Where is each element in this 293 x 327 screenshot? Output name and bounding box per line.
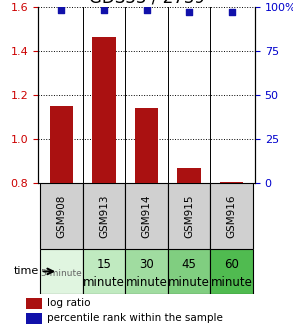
Bar [210, 249, 253, 294]
Bar [168, 249, 210, 294]
Text: minute: minute [83, 276, 125, 289]
Text: GSM916: GSM916 [226, 194, 236, 238]
Point [59, 8, 64, 13]
Bar [40, 249, 83, 294]
Point [229, 9, 234, 14]
Bar [125, 183, 168, 249]
Text: GSM915: GSM915 [184, 194, 194, 238]
Bar [135, 108, 158, 183]
Text: GSM914: GSM914 [142, 194, 151, 238]
Bar [26, 298, 42, 309]
Text: GSM913: GSM913 [99, 194, 109, 238]
Text: percentile rank within the sample: percentile rank within the sample [47, 314, 223, 323]
Text: minute: minute [126, 276, 167, 289]
Bar [220, 182, 243, 183]
Bar [92, 38, 116, 183]
Bar [83, 183, 125, 249]
Text: 30: 30 [139, 258, 154, 271]
Text: log ratio: log ratio [47, 298, 90, 308]
Text: minute: minute [211, 276, 253, 289]
Text: 15: 15 [97, 258, 111, 271]
Bar [26, 313, 42, 324]
Point [102, 8, 106, 13]
Bar [83, 249, 125, 294]
Bar [40, 183, 83, 249]
Point [144, 8, 149, 13]
Point [187, 9, 191, 14]
Bar [50, 106, 73, 183]
Text: 5 minute: 5 minute [41, 269, 82, 278]
Text: 60: 60 [224, 258, 239, 271]
Bar [210, 183, 253, 249]
Text: minute: minute [168, 276, 210, 289]
Bar [177, 168, 201, 183]
Bar [168, 183, 210, 249]
Text: time: time [14, 267, 39, 276]
Title: GDS33 / 2739: GDS33 / 2739 [88, 0, 205, 6]
Text: GSM908: GSM908 [57, 194, 67, 237]
Text: 45: 45 [182, 258, 196, 271]
Bar [125, 249, 168, 294]
